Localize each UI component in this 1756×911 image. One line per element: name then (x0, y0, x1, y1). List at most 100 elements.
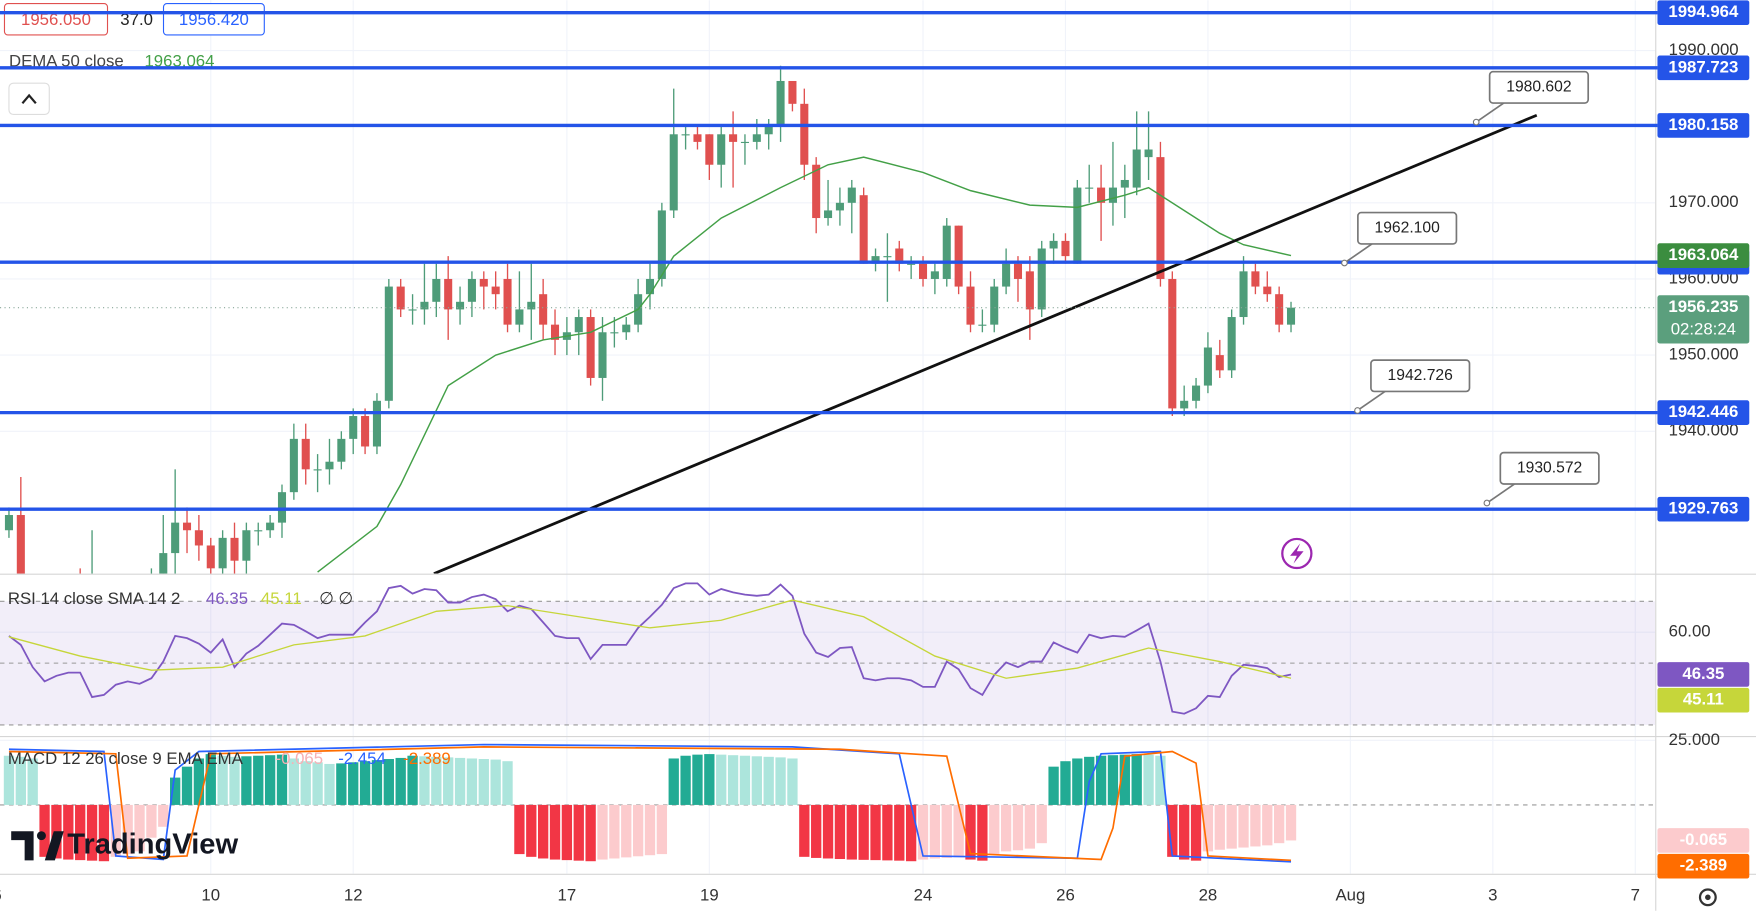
macd-histogram-bar (858, 804, 869, 860)
macd-histogram-bar (597, 804, 608, 860)
macd-histogram-bar (288, 758, 300, 805)
callout-anchor (1472, 118, 1480, 126)
macd-histogram-bar (1190, 804, 1202, 861)
x-tick-label: 7 (1631, 886, 1640, 905)
candle-body (954, 225, 963, 287)
candle-body (1215, 355, 1224, 371)
collapse-button[interactable] (8, 82, 50, 116)
macd-histogram-bar (632, 804, 644, 857)
macd-histogram-bar (751, 756, 762, 805)
candle-body (1286, 307, 1296, 325)
candle-body (1013, 263, 1023, 279)
candle-body (1180, 400, 1189, 409)
macd-histogram-bar (478, 759, 489, 805)
price-badge-bg (1657, 295, 1750, 344)
candle-body (1192, 385, 1201, 401)
callout-pointer (1475, 101, 1506, 123)
macd-histogram-bar (537, 804, 549, 859)
callout-pointer (1343, 242, 1375, 264)
candle-body (1120, 179, 1129, 188)
candle-body (1025, 271, 1034, 310)
macd-histogram-bar (621, 804, 632, 858)
overlay: 1956.050 37.0 1956.420 DEMA 50 close 196… (0, 3, 1717, 907)
candle-body (586, 317, 595, 378)
candle-body (432, 278, 441, 302)
x-tick-label: 17 (558, 886, 577, 905)
candle-body (1097, 187, 1106, 203)
signal-value: -2.389 (403, 749, 451, 768)
candle-body (1061, 240, 1070, 257)
macd-histogram-bar (716, 754, 727, 805)
candle-body (645, 278, 655, 295)
macd-histogram-bar (1012, 804, 1024, 851)
level-badge-bg (1657, 400, 1750, 425)
candle-body (1037, 248, 1046, 310)
macd-histogram-bar (1143, 754, 1154, 805)
candle-body (4, 515, 13, 531)
candle-body (1049, 240, 1058, 249)
candle-body (764, 126, 773, 135)
candle-body (598, 332, 607, 378)
macd-histogram-bar (348, 762, 359, 805)
macd-histogram-bar (276, 754, 288, 805)
macd-histogram-bar (1000, 804, 1012, 852)
price-pane (0, 65, 1656, 574)
macd-histogram-bar (561, 804, 573, 861)
candle-body (1203, 347, 1212, 386)
callout-label: 1930.572 (1517, 459, 1582, 476)
macd-histogram-bar (953, 804, 964, 858)
macd-hist-value: -0.065 (275, 749, 323, 768)
macd-histogram-bar (929, 804, 941, 859)
macd-histogram-bar (98, 804, 110, 862)
settings-icon[interactable] (1698, 888, 1717, 907)
macd-histogram-bar (811, 804, 822, 858)
candle-body (895, 248, 904, 264)
macd-histogram-bar (264, 755, 276, 805)
rsi-line (8, 599, 1292, 679)
logo: TradingView (11, 828, 238, 860)
macd-histogram-bar (431, 756, 442, 805)
candle-body (930, 271, 939, 279)
logo-mark (44, 831, 64, 861)
candle-body (337, 438, 346, 462)
candle-body (1263, 286, 1272, 295)
macd-histogram-bar (977, 804, 988, 861)
candle-body (835, 202, 844, 211)
macd-histogram-bar (134, 804, 145, 852)
macd-badge-bg (1657, 853, 1750, 879)
macd-histogram-bar (336, 763, 347, 805)
x-tick-label: 26 (1056, 886, 1075, 905)
candle-body (669, 134, 678, 211)
candle-body (717, 134, 726, 165)
macd-histogram-bar (419, 756, 430, 805)
candle-body (1144, 149, 1153, 158)
macd-histogram-bar (217, 755, 228, 805)
macd-histogram-bar (407, 755, 418, 805)
y-tick-label: 1970.000 (1669, 192, 1739, 211)
candle-body (1085, 187, 1094, 189)
candle-body (1251, 271, 1260, 287)
macd-histogram-bar (609, 804, 620, 859)
callout-pointer (1486, 482, 1517, 504)
macd-histogram-bar (1273, 804, 1285, 844)
trend-line (433, 113, 1538, 574)
macd-histogram-bar (454, 757, 466, 805)
macd-histogram-bar (241, 756, 252, 805)
candle-body (610, 332, 619, 334)
macd-histogram-bar (27, 758, 38, 805)
rsi-badge: 45.11 (1683, 690, 1724, 709)
macd-histogram-bar (110, 804, 121, 857)
macd-pane (0, 743, 1656, 863)
rsi-title: RSI 14 close SMA 14 2 (8, 589, 181, 608)
macd-histogram-bar (63, 804, 74, 860)
callout-anchor (1354, 407, 1361, 414)
x-tick-label: 6 (0, 886, 2, 905)
macd-title: MACD 12 26 close 9 EMA EMA (8, 749, 244, 768)
candle-body (1002, 263, 1011, 287)
candle-body (456, 301, 465, 310)
macd-value: -2.454 (338, 749, 386, 768)
rsi-na: ∅ ∅ (319, 589, 353, 608)
callout-box (1488, 70, 1590, 104)
candle-body (812, 164, 821, 219)
